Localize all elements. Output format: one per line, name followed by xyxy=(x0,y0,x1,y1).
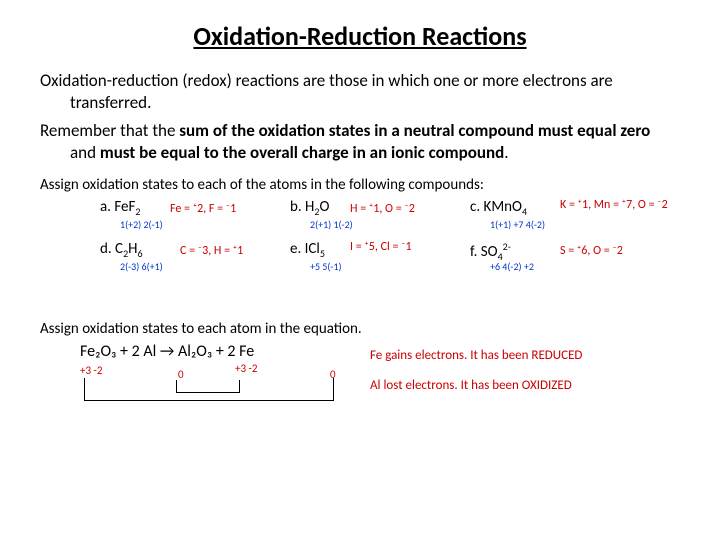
a-answer: Fe = ⁺2, F = ⁻1 xyxy=(170,202,236,216)
compound-e: e. ICl5 xyxy=(290,240,325,260)
e-formula: e. ICl xyxy=(290,240,320,258)
f-sup: 2- xyxy=(503,240,511,253)
slide-title: Oxidation-Reduction Reactions xyxy=(40,20,680,52)
compound-a: a. FeF2 xyxy=(100,198,140,218)
d-answer: C = ⁻3, H = ⁺1 xyxy=(180,244,243,258)
compounds-grid: a. FeF2 Fe = ⁺2, F = ⁻1 1(+2) 2(-1) b. H… xyxy=(40,198,680,308)
d-formula2: H xyxy=(128,240,137,258)
a-calc: 1(+2) 2(-1) xyxy=(120,218,163,231)
d-formula1: d. C xyxy=(100,240,123,258)
note-reduced: Fe gains electrons. It has been REDUCED xyxy=(370,348,582,363)
a-sub: 2 xyxy=(135,205,140,218)
f-calc: +6 4(-2) +2 xyxy=(490,260,534,273)
e-answer: I = ⁺5, Cl = ⁻1 xyxy=(350,240,412,254)
ox-fe2o3: +3 -2 xyxy=(80,364,102,377)
e-sub: 5 xyxy=(320,247,325,260)
paragraph-2: Remember that the sum of the oxidation s… xyxy=(40,120,680,164)
c-calc: 1(+1) +7 4(-2) xyxy=(490,218,545,231)
prompt-1: Assign oxidation states to each of the a… xyxy=(40,176,680,194)
ox-al2o3: +3 -2 xyxy=(235,362,257,375)
a-formula: a. FeF xyxy=(100,198,135,216)
paragraph-1: Oxidation-reduction (redox) reactions ar… xyxy=(40,70,680,114)
para2-part-e: . xyxy=(504,142,508,163)
f-formula: f. SO xyxy=(470,243,498,261)
c-formula: c. KMnO xyxy=(470,198,522,216)
f-answer: S = ⁺6, O = ⁻2 xyxy=(560,244,623,258)
para2-part-b: sum of the oxidation states in a neutral… xyxy=(179,120,650,141)
compound-d: d. C2H6 xyxy=(100,240,143,260)
compound-b: b. H2O xyxy=(290,198,329,218)
prompt-2: Assign oxidation states to each atom in … xyxy=(40,320,680,338)
c-answer: K = ⁺1, Mn = ⁺7, O = ⁻2 xyxy=(560,198,668,212)
e-calc: +5 5(-1) xyxy=(310,260,342,273)
b-calc: 2(+1) 1(-2) xyxy=(310,218,353,231)
c-sub: 4 xyxy=(522,205,527,218)
b-answer: H = ⁺1, O = ⁻2 xyxy=(350,202,415,216)
compound-c: c. KMnO4 xyxy=(470,198,527,218)
d-calc: 2(-3) 6(+1) xyxy=(120,260,163,273)
equation-text: Fe₂O₃ + 2 Al → Al₂O₃ + 2 Fe xyxy=(80,342,254,361)
bracket-inner xyxy=(176,380,240,393)
para2-part-d: must be equal to the overall charge in a… xyxy=(100,142,504,163)
d-sub2: 6 xyxy=(138,247,143,260)
para2-part-c: and xyxy=(70,142,100,163)
note-oxidized: Al lost electrons. It has been OXIDIZED xyxy=(370,378,572,393)
b-formula2: O xyxy=(319,198,329,216)
b-formula1: b. H xyxy=(290,198,314,216)
equation-area: Fe₂O₃ + 2 Al → Al₂O₃ + 2 Fe +3 -2 0 +3 -… xyxy=(40,342,680,462)
para2-part-a: Remember that the xyxy=(40,120,179,141)
